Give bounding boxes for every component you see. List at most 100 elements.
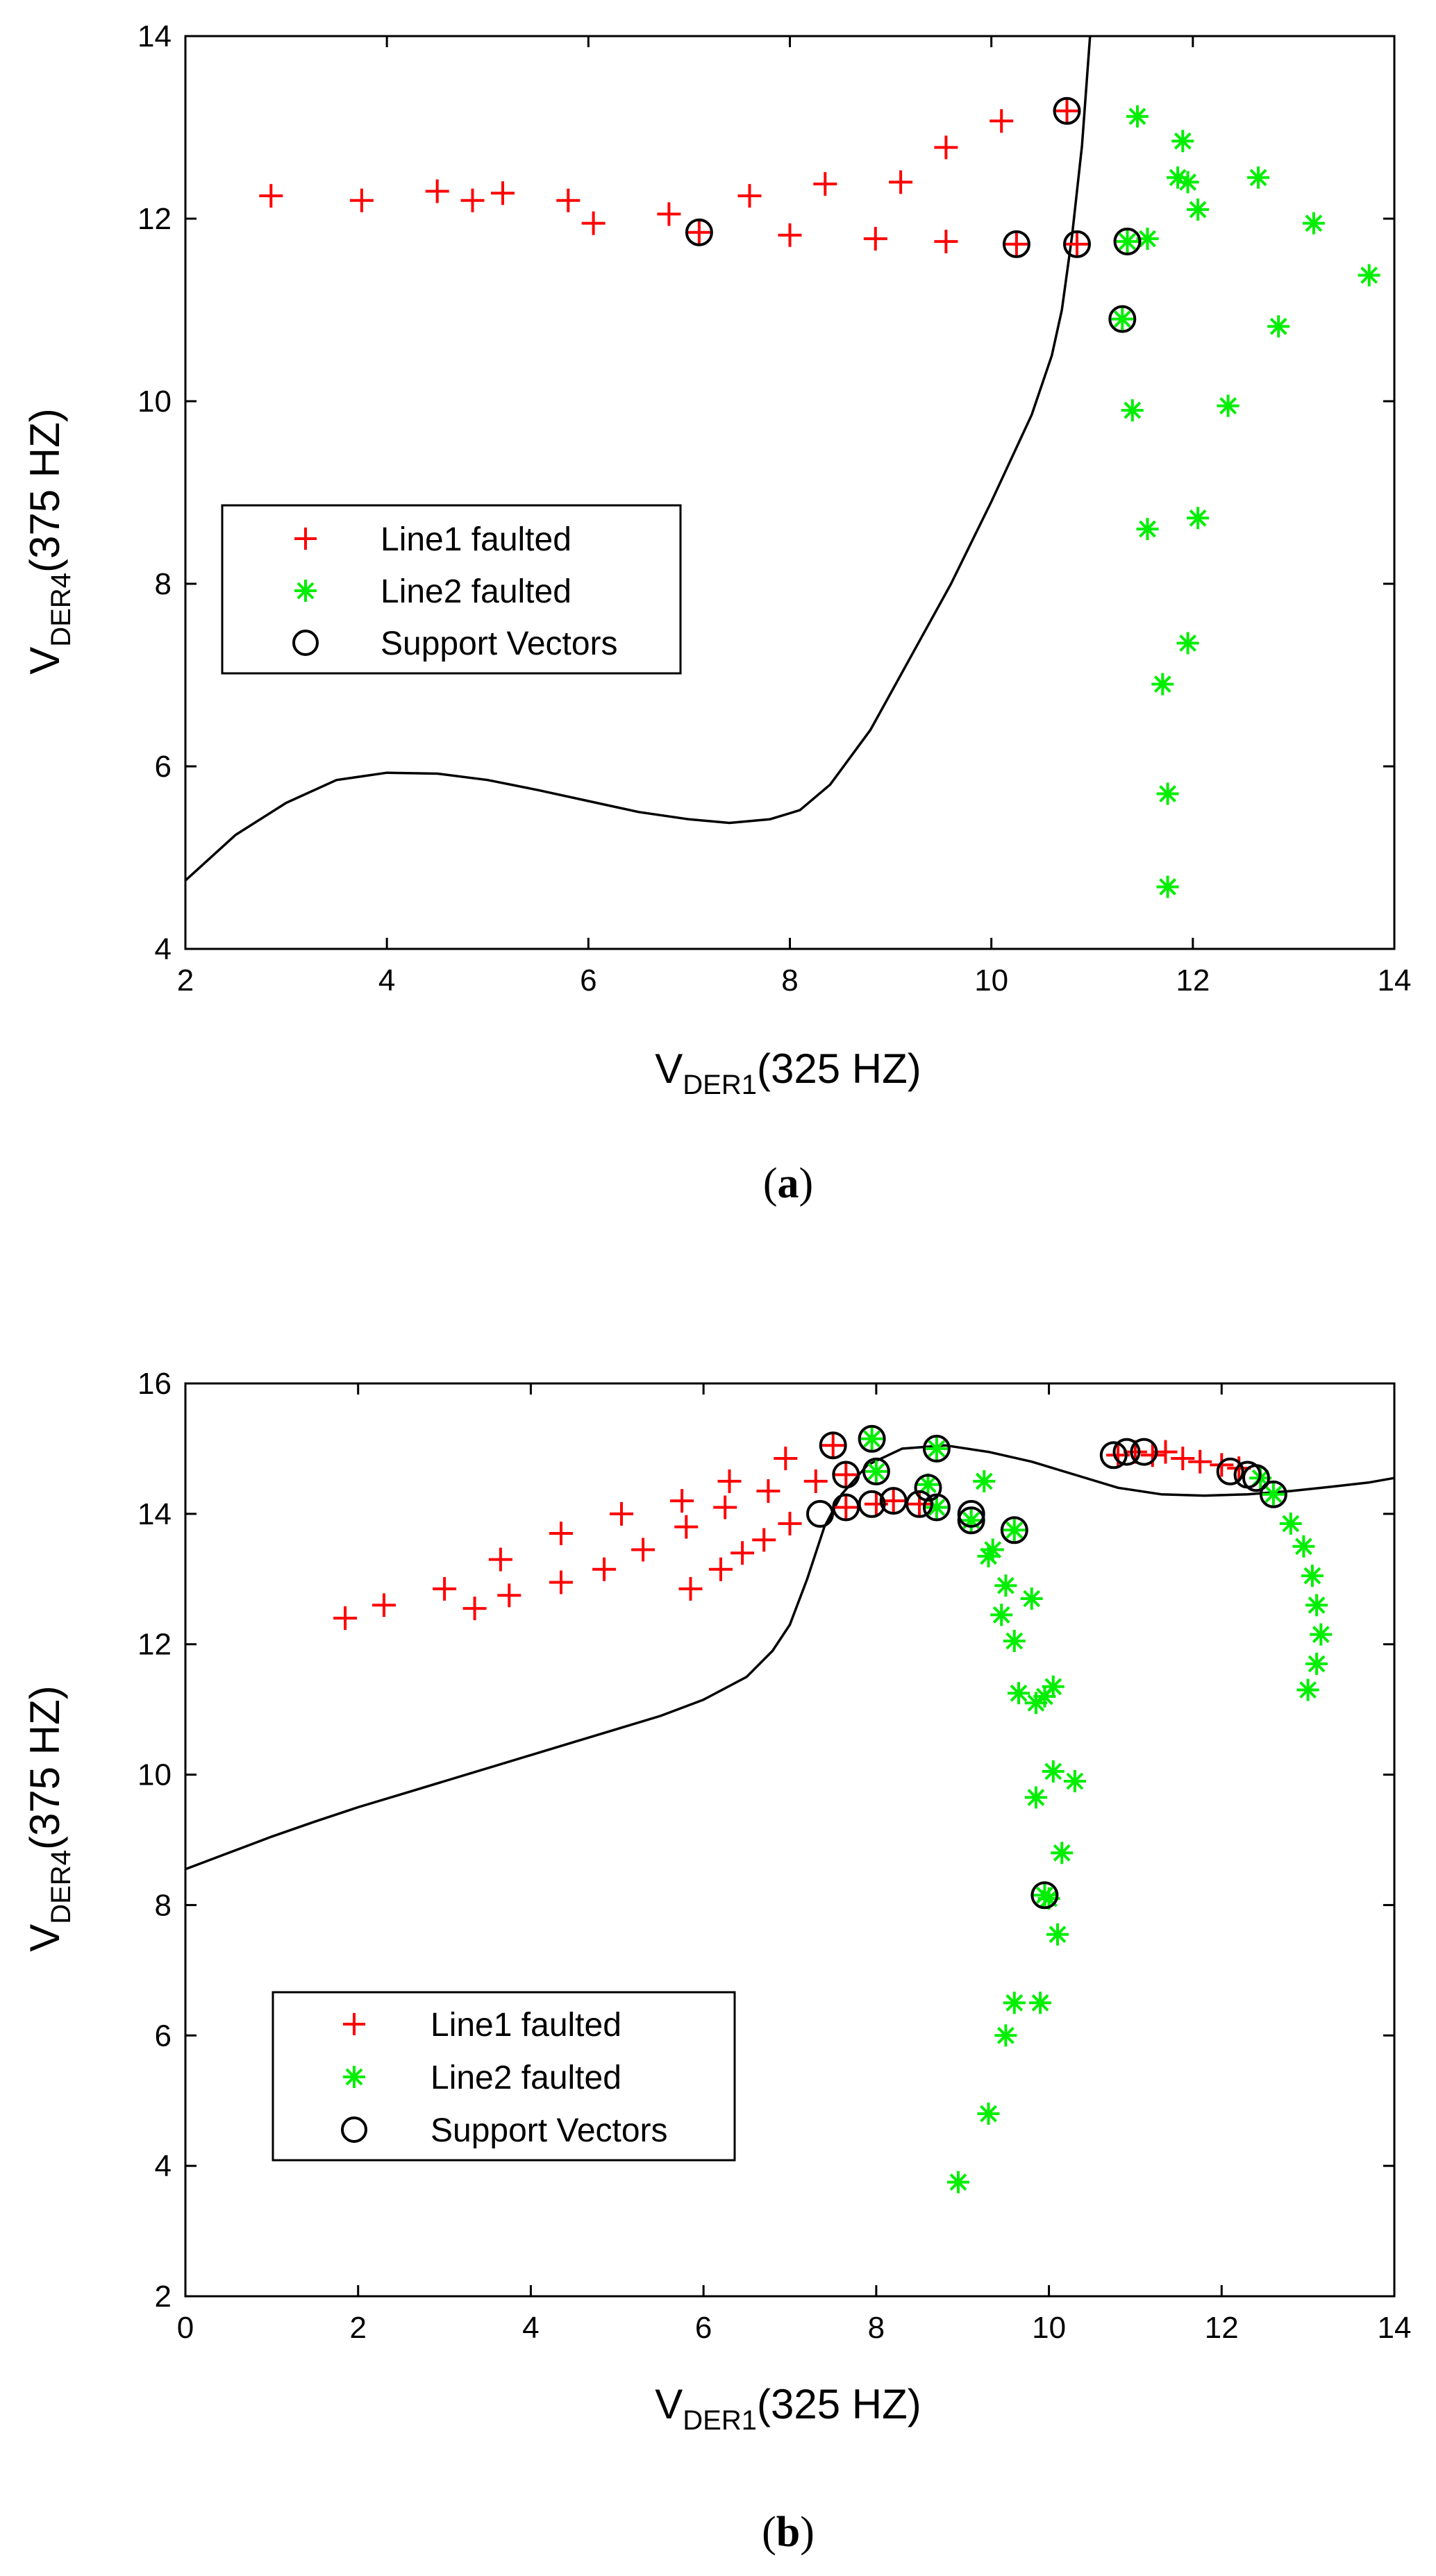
line2-faulted-point (947, 2171, 969, 2194)
y-axis-label: VDER4(375 HZ) (22, 1685, 76, 1951)
line1-faulted-point (1210, 1453, 1234, 1477)
line2-faulted-point (1247, 166, 1270, 189)
plot-frame (184, 35, 1396, 950)
y-tick-label: 6 (155, 750, 172, 784)
support-vector-point (1053, 96, 1081, 125)
line1-faulted-point (674, 1515, 699, 1539)
x-tick-label: 14 (1378, 2311, 1412, 2345)
line1-faulted-point (488, 1547, 512, 1572)
line2-faulted-point (1279, 1512, 1302, 1535)
line1-faulted-point (592, 1557, 617, 1581)
support-vector-point (1216, 1457, 1244, 1485)
line2-faulted-point (1024, 1786, 1047, 1809)
line1-faulted-point (333, 1606, 358, 1631)
line2-faulted-point (981, 1538, 1004, 1561)
line1-faulted-point (778, 223, 802, 247)
data-marks-layer (333, 1424, 1333, 2194)
line1-faulted-point (491, 181, 515, 205)
y-tick-labels: 2 4 6 8 10 12 14 16 (137, 1367, 172, 2314)
line2-faulted-point (1136, 518, 1159, 541)
line2-faulted-point (1003, 1630, 1026, 1652)
x-axis-label: VDER1(325 HZ) (655, 1045, 921, 1100)
line1-faulted-point (834, 1495, 858, 1519)
line1-faulted-point (1171, 1447, 1195, 1470)
legend: Line1 faulted Line2 faulted Support Vect… (221, 504, 682, 675)
x-tick-labels: 0 2 4 6 8 10 12 14 (177, 2311, 1412, 2345)
line2-faulted-point (1302, 212, 1325, 235)
line2-faulted-point (994, 1574, 1017, 1597)
line2-faulted-point (960, 1509, 983, 1532)
line2-faulted-point (1217, 394, 1239, 417)
y-tick-label: 6 (155, 2019, 172, 2053)
line2-faulted-point (865, 1460, 887, 1483)
line1-faulted-point (687, 220, 711, 244)
x-tick-label: 14 (1378, 963, 1412, 997)
line1-faulted-point (713, 1495, 737, 1519)
support-vector-point (1063, 230, 1091, 258)
support-vector-point (1113, 227, 1142, 255)
line2-faulted-point (1187, 198, 1210, 221)
legend-label-line1: Line1 faulted (431, 2007, 621, 2044)
line2-faulted-point (1029, 1992, 1052, 2014)
line2-faulted-point (1301, 1565, 1324, 1588)
line2-faulted-point (1176, 632, 1199, 655)
x-tick-label: 12 (1176, 963, 1210, 997)
panel-label-b: (b) (762, 2509, 815, 2556)
decision-boundary-layer (184, 35, 1092, 882)
line1-faulted-point (934, 135, 958, 160)
x-tick-label: 4 (378, 963, 395, 997)
y-tick-label: 12 (137, 1628, 172, 1662)
line1-faulted-point (730, 1541, 755, 1565)
legend-marker-line2 (343, 2066, 365, 2088)
legend-label-support-vectors: Support Vectors (381, 625, 618, 662)
line1-faulted-point (1004, 232, 1028, 256)
line1-faulted-point (756, 1479, 780, 1503)
line1-faulted-point (259, 184, 283, 208)
support-vector-point (1099, 1441, 1128, 1470)
legend-label-line1: Line1 faulted (381, 521, 571, 558)
line2-faulted-point (1176, 171, 1199, 194)
line1-faulted-point (717, 1469, 742, 1493)
support-vector-point (1002, 230, 1030, 258)
line2-faulted-point (1051, 1842, 1074, 1864)
support-vector-point (922, 1434, 951, 1463)
line2-faulted-point (994, 2024, 1017, 2047)
line1-faulted-point (678, 1576, 703, 1601)
x-tick-label: 12 (1205, 2311, 1239, 2345)
legend-marker-line2 (294, 580, 317, 602)
support-vector-point (806, 1499, 834, 1528)
y-tick-label: 10 (137, 1758, 172, 1792)
line1-faulted-point (581, 211, 606, 235)
x-tick-label: 2 (177, 963, 194, 997)
legend-marker-support-vectors (292, 630, 319, 656)
panel-label-a: (a) (763, 1160, 813, 1207)
line1-faulted-point (778, 1511, 802, 1535)
legend-label-support-vectors: Support Vectors (431, 2112, 668, 2149)
y-tick-label: 4 (155, 2149, 172, 2183)
line2-faulted-point (1267, 315, 1290, 338)
line1-faulted-point (349, 188, 374, 212)
y-axis-label: VDER4(375 HZ) (22, 408, 76, 674)
line2-faulted-point (1003, 1519, 1026, 1542)
line2-faulted-point (1042, 1675, 1065, 1698)
y-tick-label: 4 (155, 932, 172, 966)
line2-faulted-point (990, 1603, 1013, 1626)
x-tick-label: 2 (349, 2311, 366, 2345)
line2-faulted-point (1305, 1594, 1328, 1617)
line1-faulted-point (425, 179, 449, 203)
line2-faulted-point (1020, 1588, 1043, 1610)
line1-faulted-point (1188, 1449, 1212, 1474)
x-tick-labels: 2 4 6 8 10 12 14 (177, 963, 1412, 997)
x-tick-label: 8 (781, 963, 798, 997)
line1-faulted-point (834, 1463, 858, 1487)
line1-faulted-point (803, 1469, 828, 1493)
y-tick-label: 8 (155, 567, 172, 601)
line2-faulted-point (860, 1427, 883, 1450)
line1-faulted-point (610, 1501, 633, 1526)
y-tick-label: 14 (137, 1497, 172, 1531)
line1-faulted-point (462, 1597, 487, 1621)
line2-faulted-point (1121, 399, 1144, 422)
line1-faulted-point (990, 109, 1014, 133)
line1-faulted-point (372, 1593, 396, 1617)
